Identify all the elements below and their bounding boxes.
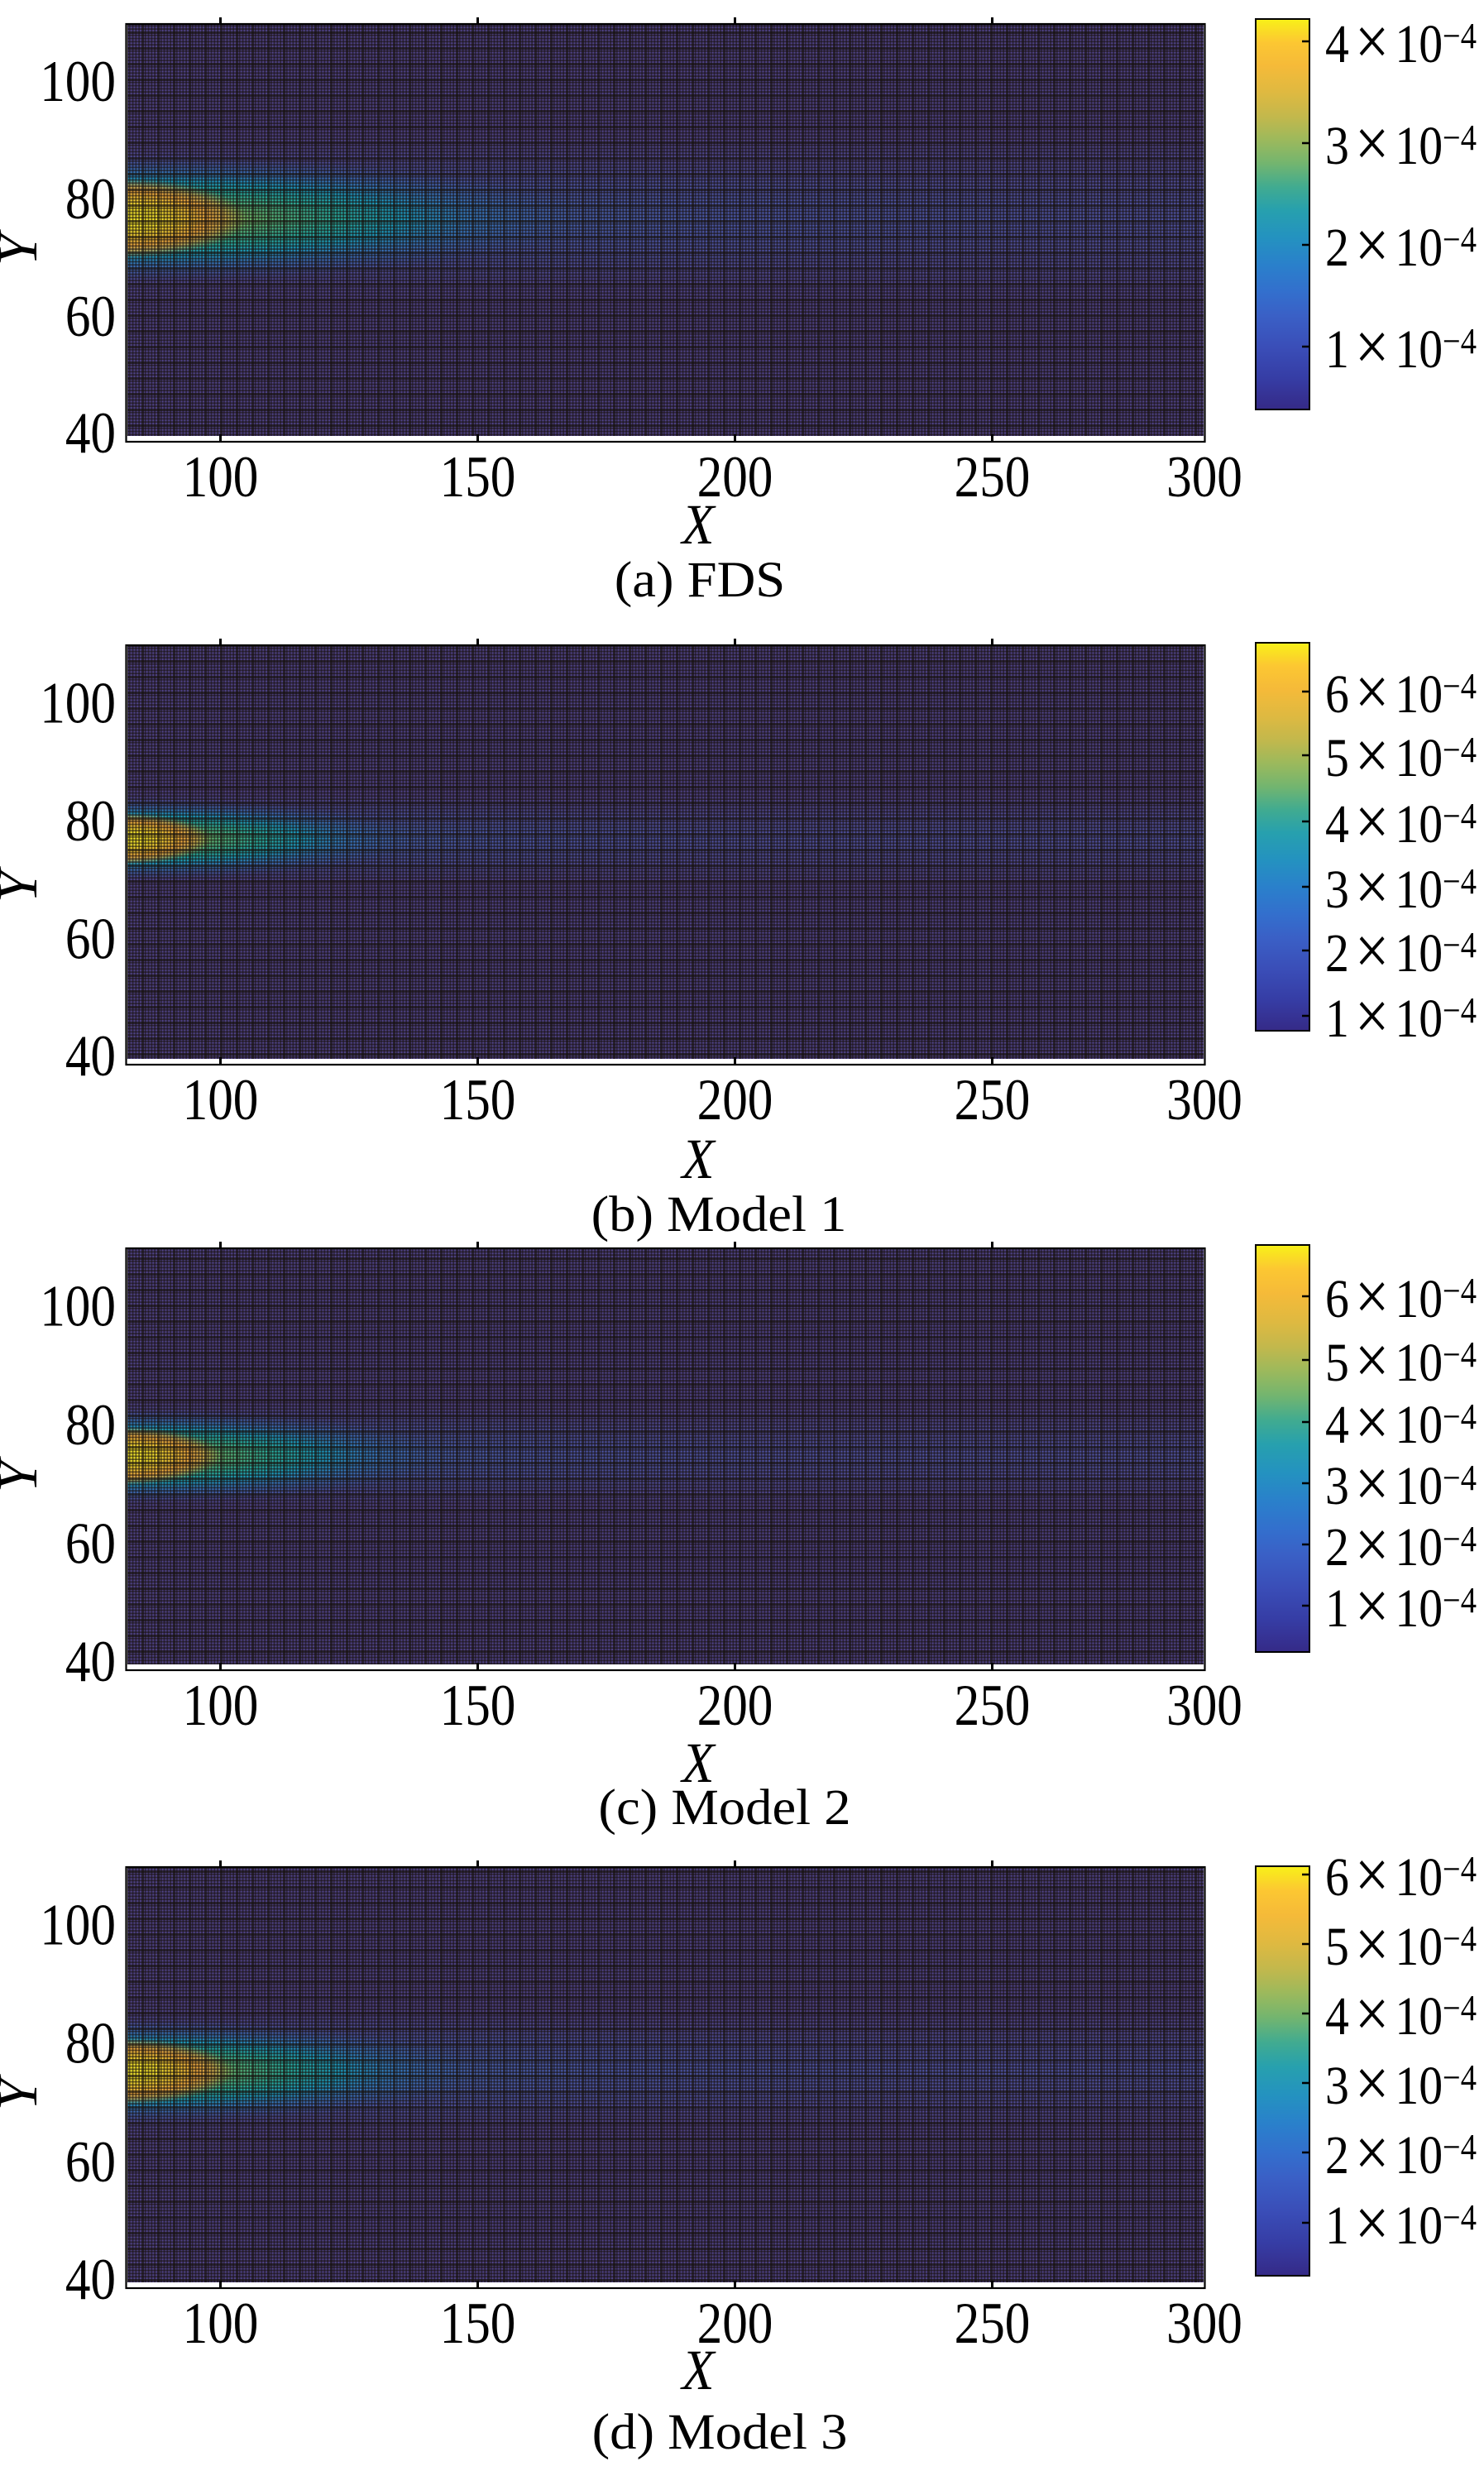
- svg-text:100: 100: [183, 1674, 259, 1738]
- svg-text:200: 200: [697, 2291, 773, 2356]
- svg-text:5×10−4: 5× 10−4: [1325, 718, 1477, 795]
- svg-text:Y: Y: [0, 2073, 49, 2110]
- svg-text:1×10−4: 1× 10−4: [1325, 2186, 1477, 2262]
- svg-text:300: 300: [1166, 2291, 1242, 2356]
- svg-text:Y: Y: [0, 865, 49, 903]
- svg-text:6×10−4: 6× 10−4: [1325, 1259, 1477, 1336]
- svg-text:X: X: [680, 1128, 716, 1191]
- svg-text:X: X: [680, 1732, 716, 1795]
- svg-text:2×10−4: 2× 10−4: [1325, 1507, 1477, 1584]
- svg-text:100: 100: [40, 50, 116, 114]
- svg-text:200: 200: [697, 1674, 773, 1738]
- svg-text:(b) Model 1: (b) Model 1: [591, 1186, 847, 1243]
- svg-text:6×10−4: 6× 10−4: [1325, 654, 1477, 731]
- svg-text:80: 80: [65, 789, 116, 854]
- svg-text:60: 60: [65, 907, 116, 971]
- svg-text:250: 250: [955, 2291, 1031, 2356]
- svg-text:5×10−4: 5× 10−4: [1325, 1323, 1477, 1400]
- svg-text:X: X: [680, 494, 716, 557]
- svg-text:1×10−4: 1× 10−4: [1325, 309, 1477, 386]
- svg-text:60: 60: [65, 285, 116, 349]
- svg-text:150: 150: [440, 2291, 516, 2356]
- svg-text:3×10−4: 3× 10−4: [1325, 106, 1477, 183]
- svg-text:300: 300: [1166, 1068, 1242, 1132]
- svg-text:150: 150: [440, 1674, 516, 1738]
- svg-text:6×10−4: 6× 10−4: [1325, 1837, 1477, 1914]
- svg-text:80: 80: [65, 2012, 116, 2076]
- svg-text:200: 200: [697, 1068, 773, 1132]
- svg-text:40: 40: [65, 1630, 116, 1694]
- svg-text:80: 80: [65, 167, 116, 232]
- svg-text:1×10−4: 1× 10−4: [1325, 1568, 1477, 1645]
- svg-text:3×10−4: 3× 10−4: [1325, 1446, 1477, 1523]
- svg-text:(d) Model 3: (d) Model 3: [592, 2404, 848, 2460]
- svg-text:200: 200: [697, 445, 773, 510]
- svg-text:Y: Y: [0, 228, 49, 266]
- svg-text:2×10−4: 2× 10−4: [1325, 2115, 1477, 2192]
- svg-text:2×10−4: 2× 10−4: [1325, 913, 1477, 990]
- svg-text:4×10−4: 4× 10−4: [1325, 1976, 1477, 2053]
- svg-text:5×10−4: 5× 10−4: [1325, 1907, 1477, 1984]
- svg-text:250: 250: [955, 1068, 1031, 1132]
- svg-text:3×10−4: 3× 10−4: [1325, 850, 1477, 927]
- svg-text:250: 250: [955, 1674, 1031, 1738]
- svg-text:Y: Y: [0, 1455, 49, 1492]
- svg-text:4×10−4: 4× 10−4: [1325, 784, 1477, 861]
- svg-text:100: 100: [183, 445, 259, 510]
- svg-text:60: 60: [65, 2130, 116, 2195]
- svg-text:(c) Model 2: (c) Model 2: [598, 1779, 850, 1836]
- svg-text:100: 100: [183, 2291, 259, 2356]
- svg-text:40: 40: [65, 401, 116, 466]
- svg-text:100: 100: [40, 1893, 116, 1957]
- svg-text:300: 300: [1166, 445, 1242, 510]
- svg-text:150: 150: [440, 445, 516, 510]
- svg-text:100: 100: [40, 1275, 116, 1339]
- svg-text:1×10−4: 1× 10−4: [1325, 979, 1477, 1056]
- svg-text:2×10−4: 2× 10−4: [1325, 208, 1477, 285]
- svg-text:4×10−4: 4× 10−4: [1325, 4, 1477, 81]
- svg-text:250: 250: [955, 445, 1031, 510]
- svg-text:100: 100: [40, 671, 116, 735]
- svg-text:80: 80: [65, 1393, 116, 1458]
- svg-text:4×10−4: 4× 10−4: [1325, 1385, 1477, 1462]
- svg-text:3×10−4: 3× 10−4: [1325, 2046, 1477, 2123]
- svg-text:X: X: [680, 2339, 716, 2402]
- svg-text:(a) FDS: (a) FDS: [615, 552, 786, 608]
- svg-text:100: 100: [183, 1068, 259, 1132]
- svg-text:40: 40: [65, 2248, 116, 2312]
- svg-text:300: 300: [1166, 1674, 1242, 1738]
- svg-text:40: 40: [65, 1024, 116, 1089]
- svg-text:60: 60: [65, 1511, 116, 1576]
- svg-text:150: 150: [440, 1068, 516, 1132]
